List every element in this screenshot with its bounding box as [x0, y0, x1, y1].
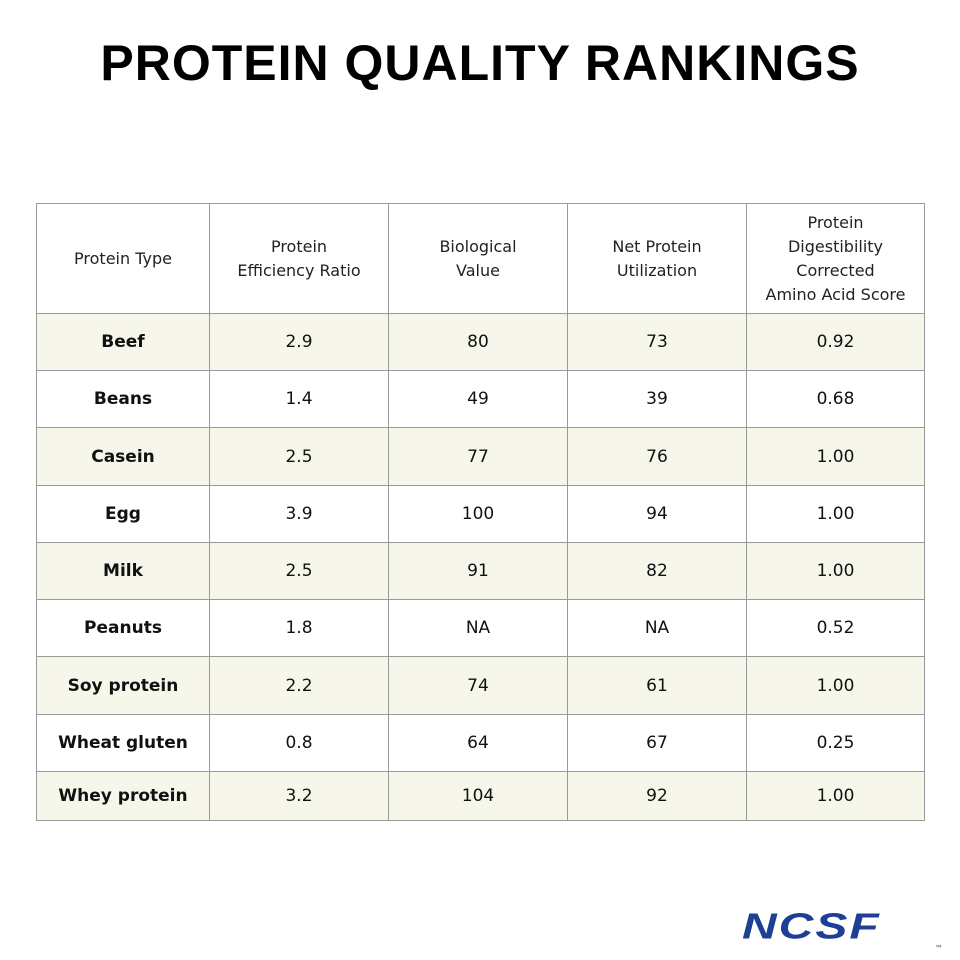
table-cell: 2.2 — [210, 657, 389, 715]
row-label: Whey protein — [37, 772, 210, 821]
trademark: ™ — [935, 944, 943, 953]
row-label: Beans — [37, 371, 210, 428]
header-line: Net Protein — [612, 236, 702, 256]
table-cell: 77 — [389, 428, 568, 486]
table-cell: 0.52 — [747, 600, 925, 657]
table-cell: 61 — [568, 657, 747, 715]
table-cell: 0.68 — [747, 371, 925, 428]
row-label: Peanuts — [37, 600, 210, 657]
table-cell: 1.00 — [747, 486, 925, 543]
table-cell: 74 — [389, 657, 568, 715]
table-cell: 104 — [389, 772, 568, 821]
row-label: Casein — [37, 428, 210, 486]
logo: NCSF — [742, 906, 881, 947]
table-cell: 1.00 — [747, 428, 925, 486]
table-cell: 2.5 — [210, 428, 389, 486]
header-line: Efficiency Ratio — [237, 260, 361, 280]
header-line: Protein — [270, 236, 328, 256]
table-cell: 73 — [568, 314, 747, 371]
header-cell: Protein Digestibility Corrected Amino Acid … — [747, 204, 925, 314]
table-cell: 1.8 — [210, 600, 389, 657]
table-cell: 1.00 — [747, 772, 925, 821]
header-line: Protein — [807, 212, 864, 232]
row-label: Egg — [37, 486, 210, 543]
header-line: Value — [456, 260, 500, 280]
table-cell: 100 — [389, 486, 568, 543]
header-line: Amino Acid Score — [765, 284, 906, 304]
row-label: Beef — [37, 314, 210, 371]
table-cell: 1.00 — [747, 657, 925, 715]
table-cell: 92 — [568, 772, 747, 821]
table-cell: 1.4 — [210, 371, 389, 428]
header-cell: Protein Efficiency Ratio — [210, 204, 389, 314]
table-cell: 0.25 — [747, 715, 925, 772]
header-cell: Net Protein Utilization — [568, 204, 747, 314]
row-label: Wheat gluten — [37, 715, 210, 772]
header-cell: Biological Value — [389, 204, 568, 314]
table-cell: NA — [568, 600, 747, 657]
table-cell: 94 — [568, 486, 747, 543]
header-line: Biological — [439, 236, 517, 256]
header-cell: Protein Type — [37, 204, 210, 314]
table-cell: 3.2 — [210, 772, 389, 821]
table-cell: 82 — [568, 543, 747, 600]
table-cell: 64 — [389, 715, 568, 772]
table-cell: 2.9 — [210, 314, 389, 371]
table-cell: 0.8 — [210, 715, 389, 772]
row-label: Soy protein — [37, 657, 210, 715]
table-cell: 67 — [568, 715, 747, 772]
table-cell: 39 — [568, 371, 747, 428]
table-cell: 0.92 — [747, 314, 925, 371]
row-label: Milk — [37, 543, 210, 600]
table-cell: NA — [389, 600, 568, 657]
title: PROTEIN QUALITY RANKINGS — [100, 35, 860, 91]
table-cell: 49 — [389, 371, 568, 428]
header-line: Corrected — [796, 260, 875, 280]
header-line: Digestibility — [787, 236, 884, 256]
table: Protein Type Protein Efficiency Ratio Biolo… — [36, 203, 925, 821]
table-cell: 3.9 — [210, 486, 389, 543]
table-cell: 80 — [389, 314, 568, 371]
header-line: Protein Type — [74, 248, 172, 268]
table-cell: 91 — [389, 543, 568, 600]
table-cell: 1.00 — [747, 543, 925, 600]
table-cell: 2.5 — [210, 543, 389, 600]
header-line: Utilization — [616, 260, 698, 280]
table-cell: 76 — [568, 428, 747, 486]
